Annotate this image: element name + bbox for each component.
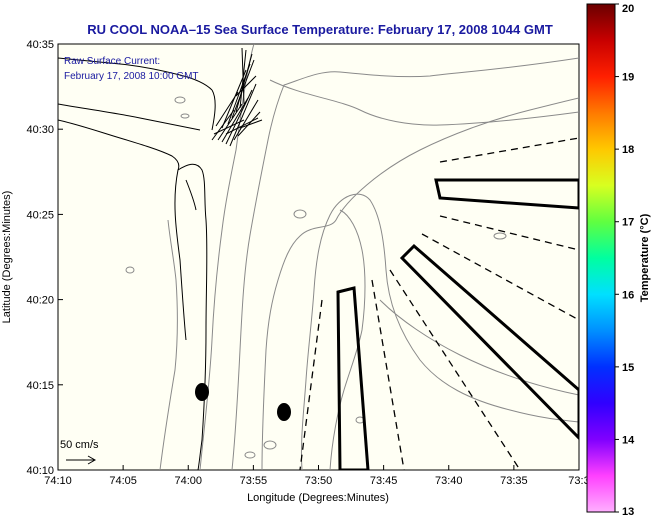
colorbar-tick-label: 17 xyxy=(622,217,634,229)
x-tick-label: 74:05 xyxy=(109,475,137,487)
colorbar xyxy=(586,3,616,513)
surface-current-vectors xyxy=(211,47,263,147)
x-tick-label: 73:50 xyxy=(305,475,333,487)
y-tick-label: 40:15 xyxy=(26,380,54,392)
y-axis-label: Latitude (Degrees:Minutes) xyxy=(1,191,13,324)
buoy-marker-2[interactable] xyxy=(277,403,291,421)
x-tick-label: 73:55 xyxy=(240,475,268,487)
x-axis-ticks: 74:10 74:05 74:00 73:55 73:50 73:45 73:40 73:35… xyxy=(44,465,590,487)
x-tick-label: 73:40 xyxy=(435,475,463,487)
colorbar-tick-label: 14 xyxy=(622,434,635,446)
annotation-line2: February 17, 2008 10:00 GMT xyxy=(64,71,199,82)
y-tick-label: 40:35 xyxy=(26,39,54,51)
scale-arrow xyxy=(66,455,97,465)
y-tick-label: 40:25 xyxy=(26,209,54,221)
x-axis-label: Longitude (Degrees:Minutes) xyxy=(247,492,389,504)
radar-dashed-lines xyxy=(299,137,579,470)
colorbar-tick-label: 18 xyxy=(622,144,634,156)
buoy-marker-1[interactable] xyxy=(195,383,209,401)
map-title: RU COOL NOAA–15 Sea Surface Temperature:… xyxy=(87,22,553,37)
x-tick-label: 73:45 xyxy=(370,475,398,487)
colorbar-tick-label: 13 xyxy=(622,506,634,518)
contour-islands xyxy=(125,96,507,459)
y-tick-label: 40:10 xyxy=(26,465,54,477)
y-tick-label: 40:20 xyxy=(26,295,54,307)
colorbar-label: Temperature (°C) xyxy=(639,213,651,302)
colorbar-ticks: 20 19 18 17 16 15 14 13 xyxy=(615,3,635,518)
x-tick-label: 74:10 xyxy=(44,475,72,487)
y-tick-label: 40:30 xyxy=(26,124,54,136)
scale-label: 50 cm/s xyxy=(60,439,99,451)
radar-beams xyxy=(336,178,579,470)
annotation-line1: Raw Surface Current: xyxy=(64,56,160,67)
map-frame[interactable] xyxy=(57,43,580,471)
colorbar-tick-label: 15 xyxy=(622,362,634,374)
x-tick-label: 73:3 xyxy=(568,475,589,487)
coastline xyxy=(58,57,216,470)
y-axis-ticks: 40:35 40:30 40:25 40:20 40:15 40:10 xyxy=(26,39,63,477)
x-tick-label: 74:00 xyxy=(174,475,202,487)
colorbar-tick-label: 19 xyxy=(622,72,634,84)
x-tick-label: 73:35 xyxy=(500,475,528,487)
colorbar-tick-label: 20 xyxy=(622,3,634,15)
colorbar-tick-label: 16 xyxy=(622,289,634,301)
